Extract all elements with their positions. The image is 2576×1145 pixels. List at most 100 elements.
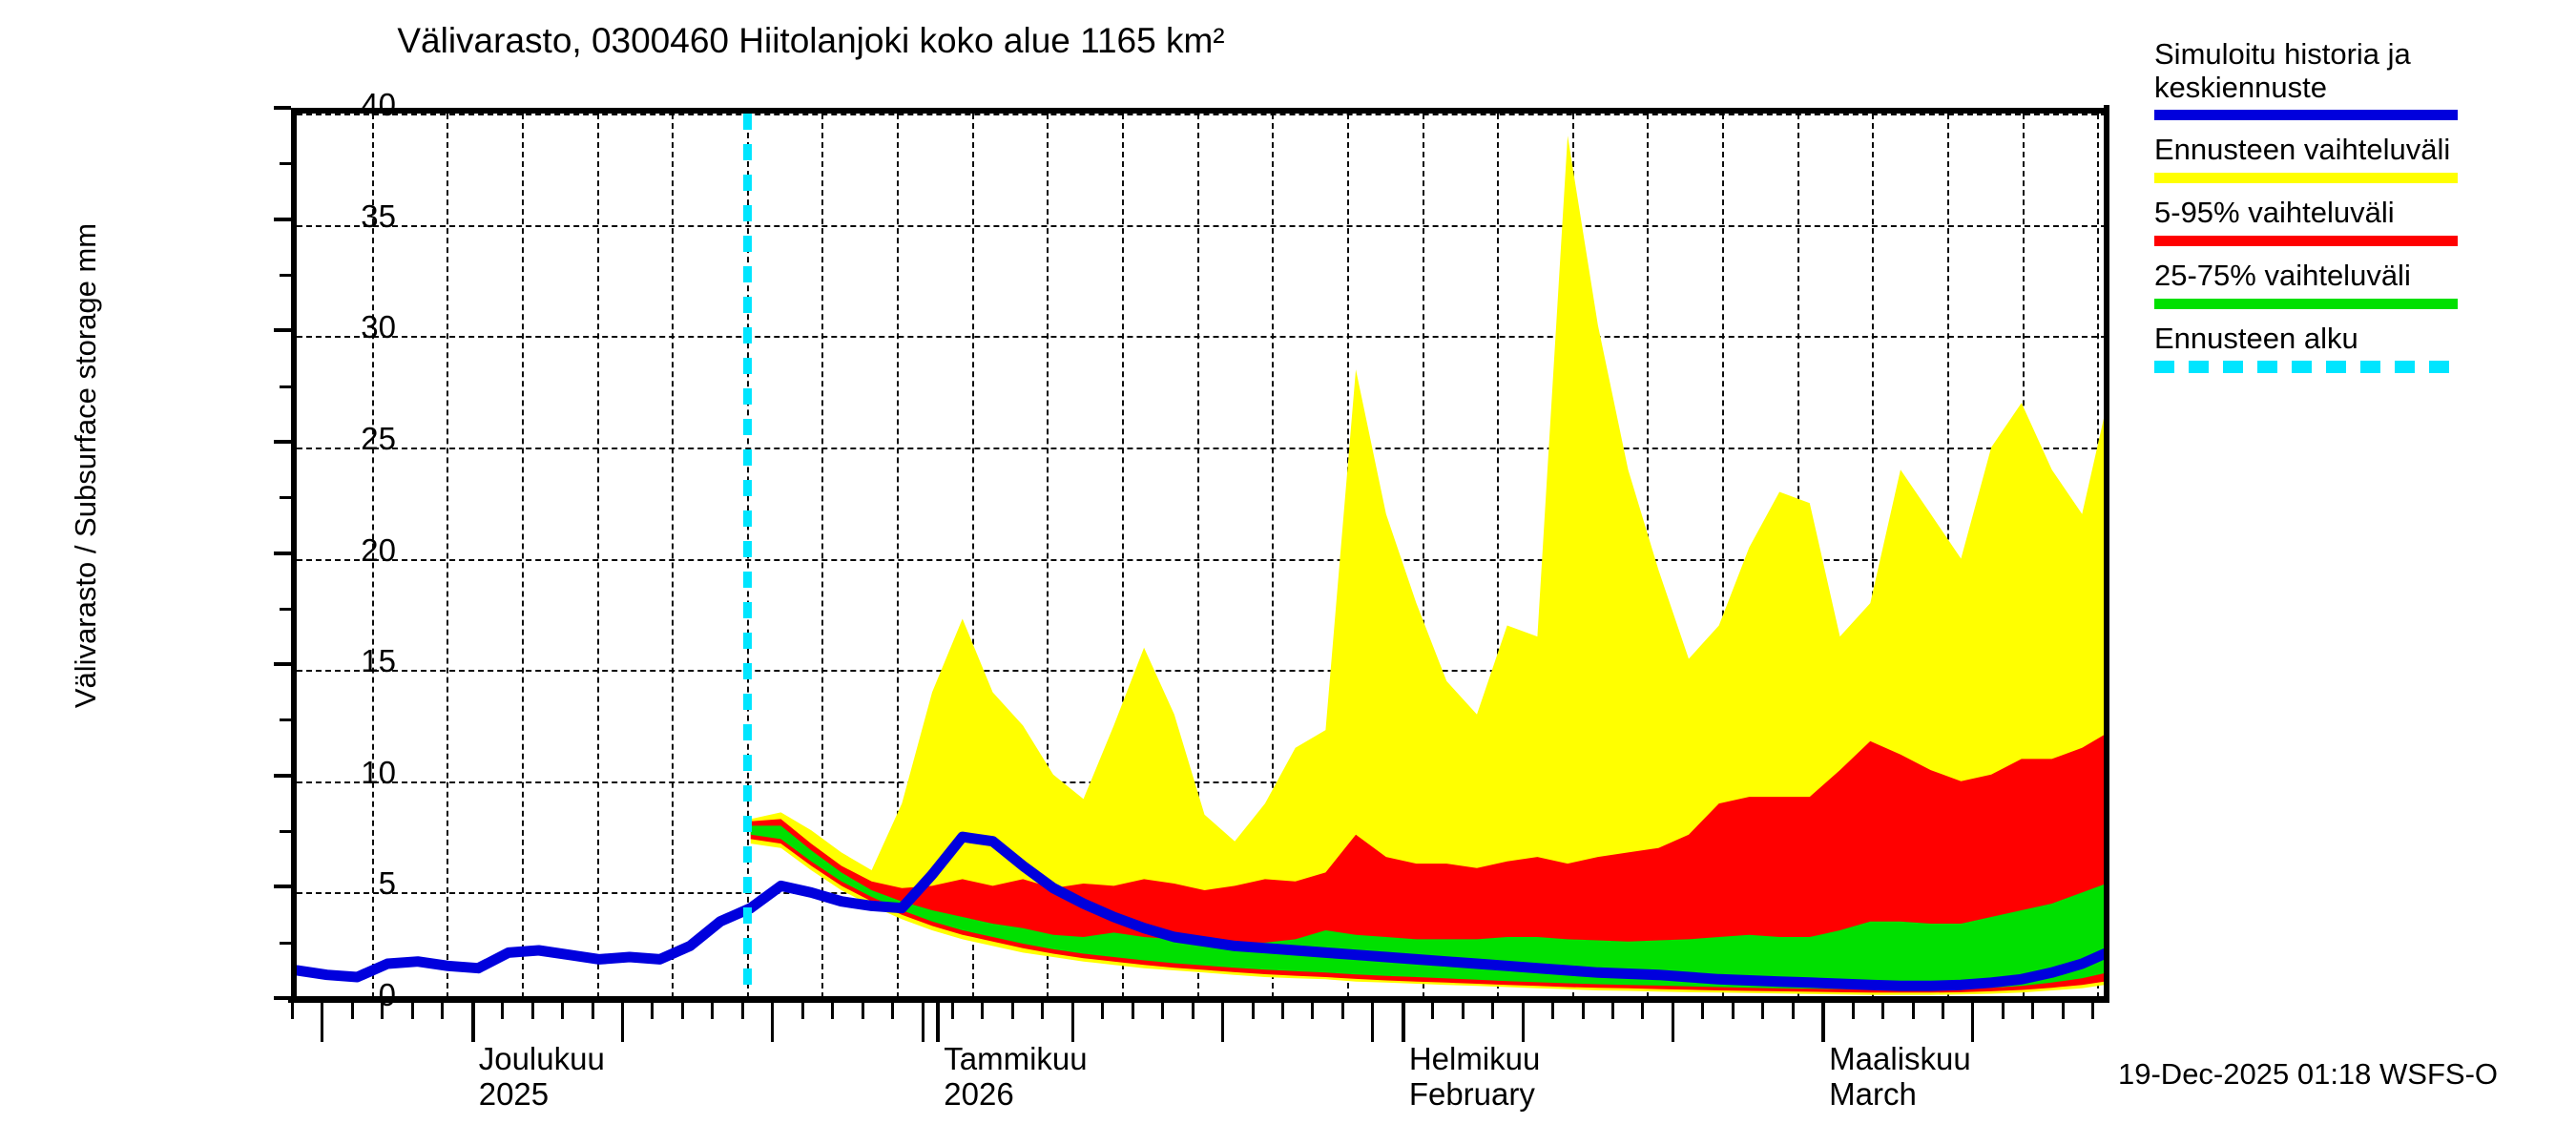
x-tick-118 (2061, 998, 2065, 1019)
y-tick-minor-12.5 (280, 718, 291, 722)
band-full (750, 135, 2107, 995)
y-tick-mark-30 (274, 328, 291, 333)
x-tick-112 (1971, 998, 1975, 1042)
gridline-h-35 (297, 224, 2107, 227)
x-month-tick-2 (1401, 998, 1405, 1042)
legend-swatch-range-25-75 (2154, 298, 2458, 309)
y-axis-title: Välivarasto / Subsurface storage mm (69, 222, 102, 709)
x-month-tick-1 (936, 998, 941, 1042)
y-tick-minor-27.5 (280, 385, 291, 388)
x-tick-108 (1911, 998, 1915, 1019)
gridline-h-15 (297, 670, 2107, 673)
band-25-75 (750, 825, 2107, 990)
x-month-name: Joulukuu (478, 1041, 605, 1076)
legend-entry-forecast-start[interactable]: Ennusteen alku (2154, 321, 2565, 374)
x-month-sub: 2026 (944, 1075, 1014, 1112)
x-month-label-2: Helmikuu February (1408, 1041, 1541, 1113)
x-tick-8 (410, 998, 414, 1019)
gridline-v-75 (1422, 114, 1424, 998)
x-month-sub: March (1829, 1075, 1917, 1112)
legend-entry-range-25-75[interactable]: 25-75% vaihteluväli (2154, 258, 2565, 309)
gridline-v-45 (971, 114, 974, 998)
x-tick-100 (1791, 998, 1795, 1019)
x-axis-rule (288, 996, 2109, 1003)
y-tick-label-5: 5 (378, 865, 396, 902)
y-tick-mark-25 (274, 439, 291, 444)
plot-area (291, 108, 2107, 998)
plot-right-border (2104, 105, 2109, 1000)
x-tick-80 (1491, 998, 1495, 1019)
legend-label-forecast-start: Ennusteen alku (2154, 321, 2358, 355)
x-tick-28 (711, 998, 715, 1019)
gridline-v-65 (1272, 114, 1275, 998)
x-tick-0 (291, 998, 294, 1019)
x-tick-58 (1161, 998, 1165, 1019)
legend-label-range-25-75: 25-75% vaihteluväli (2154, 258, 2411, 292)
x-tick-32 (771, 998, 775, 1042)
y-tick-mark-35 (274, 217, 291, 221)
x-tick-72 (1371, 998, 1375, 1042)
y-tick-minor-2.5 (280, 941, 291, 945)
x-tick-60 (1191, 998, 1195, 1019)
legend-swatch-forecast-start (2154, 361, 2458, 374)
x-tick-90 (1641, 998, 1645, 1019)
y-tick-label-40: 40 (361, 87, 396, 122)
x-month-label-1: Tammikuu 2026 (944, 1041, 1088, 1113)
legend-swatch-simulated-history-mean-forecast (2154, 110, 2458, 121)
x-month-name: Maaliskuu (1829, 1041, 1971, 1076)
gridline-h-20 (297, 558, 2107, 561)
x-tick-76 (1431, 998, 1435, 1019)
x-tick-84 (1551, 998, 1555, 1019)
y-tick-label-20: 20 (361, 531, 396, 568)
x-month-sub: 2025 (478, 1075, 550, 1112)
x-tick-114 (2001, 998, 2005, 1019)
x-month-tick-3 (1821, 998, 1826, 1042)
x-tick-44 (951, 998, 954, 1019)
legend-entry-forecast-range[interactable]: Ennusteen vaihteluväli (2154, 133, 2565, 184)
gridline-v-105 (1872, 114, 1875, 998)
y-tick-label-35: 35 (361, 198, 396, 234)
x-tick-68 (1311, 998, 1315, 1019)
x-month-label-0: Joulukuu 2025 (478, 1041, 605, 1113)
y-tick-mark-10 (274, 773, 291, 778)
x-month-name: Tammikuu (944, 1041, 1088, 1076)
y-tick-mark-40 (274, 106, 291, 110)
x-tick-62 (1221, 998, 1225, 1042)
x-month-tick-0 (470, 998, 475, 1042)
x-tick-38 (861, 998, 864, 1019)
legend: Simuloitu historia ja keskiennuste Ennust… (2154, 37, 2565, 386)
x-tick-42 (921, 998, 924, 1042)
x-tick-116 (2031, 998, 2035, 1019)
gridline-v-95 (1722, 114, 1725, 998)
gridline-v-10 (447, 114, 449, 998)
legend-label-range-5-95: 5-95% vaihteluväli (2154, 196, 2395, 230)
footer-timestamp: 19-Dec-2025 01:18 WSFS-O (2118, 1057, 2499, 1091)
gridline-v-50 (1047, 114, 1049, 998)
legend-entry-range-5-95[interactable]: 5-95% vaihteluväli (2154, 196, 2565, 246)
x-tick-24 (651, 998, 654, 1019)
x-month-sub: February (1408, 1075, 1535, 1112)
forecast-start-line (742, 114, 752, 998)
x-tick-104 (1851, 998, 1855, 1019)
y-tick-minor-22.5 (280, 496, 291, 500)
x-tick-40 (891, 998, 895, 1019)
x-tick-6 (381, 998, 384, 1019)
x-tick-4 (350, 998, 354, 1019)
x-tick-10 (441, 998, 445, 1019)
x-tick-14 (501, 998, 505, 1019)
x-tick-16 (530, 998, 534, 1019)
x-tick-26 (680, 998, 684, 1019)
x-tick-70 (1340, 998, 1344, 1019)
x-tick-82 (1521, 998, 1525, 1042)
gridline-v-15 (521, 114, 524, 998)
legend-label-forecast-range: Ennusteen vaihteluväli (2154, 133, 2451, 167)
band-5-95 (750, 733, 2107, 993)
gridline-v-40 (897, 114, 900, 998)
x-tick-78 (1461, 998, 1465, 1019)
legend-entry-simulated-history-mean-forecast[interactable]: Simuloitu historia ja keskiennuste (2154, 37, 2565, 121)
y-tick-minor-37.5 (280, 162, 291, 166)
gridline-v-20 (596, 114, 599, 998)
legend-swatch-forecast-range (2154, 173, 2458, 184)
x-tick-120 (2091, 998, 2095, 1019)
gridline-h-25 (297, 447, 2107, 449)
